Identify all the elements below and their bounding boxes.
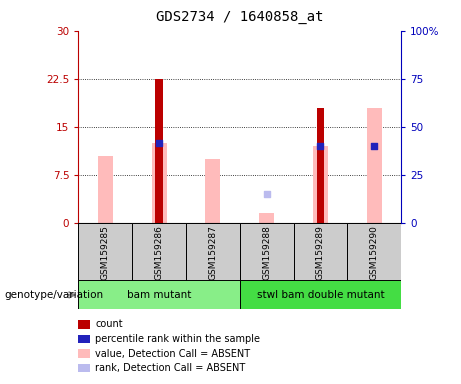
Bar	[259, 213, 274, 223]
Bar	[205, 159, 220, 223]
Text: GDS2734 / 1640858_at: GDS2734 / 1640858_at	[156, 10, 324, 23]
Bar	[132, 223, 186, 282]
Bar	[240, 223, 294, 282]
Bar	[240, 280, 401, 309]
Text: genotype/variation: genotype/variation	[5, 290, 104, 300]
Text: GSM159286: GSM159286	[154, 225, 164, 280]
Text: GSM159289: GSM159289	[316, 225, 325, 280]
Bar	[155, 79, 163, 223]
Bar	[313, 146, 328, 223]
Text: count: count	[95, 319, 123, 329]
Text: stwl bam double mutant: stwl bam double mutant	[257, 290, 384, 300]
Text: bam mutant: bam mutant	[127, 290, 191, 300]
Point	[317, 143, 324, 149]
Text: GSM159288: GSM159288	[262, 225, 271, 280]
Bar	[78, 280, 240, 309]
Bar	[347, 223, 401, 282]
Text: value, Detection Call = ABSENT: value, Detection Call = ABSENT	[95, 349, 250, 359]
Bar	[366, 108, 382, 223]
Bar	[317, 108, 324, 223]
Text: GSM159287: GSM159287	[208, 225, 217, 280]
Point	[263, 191, 270, 197]
Text: percentile rank within the sample: percentile rank within the sample	[95, 334, 260, 344]
Bar	[152, 143, 166, 223]
Text: GSM159285: GSM159285	[101, 225, 110, 280]
Bar	[186, 223, 240, 282]
Bar	[78, 223, 132, 282]
Text: rank, Detection Call = ABSENT: rank, Detection Call = ABSENT	[95, 363, 246, 373]
Bar	[98, 156, 113, 223]
Text: GSM159290: GSM159290	[370, 225, 378, 280]
Bar	[294, 223, 347, 282]
Point	[155, 140, 163, 146]
Point	[371, 143, 378, 149]
